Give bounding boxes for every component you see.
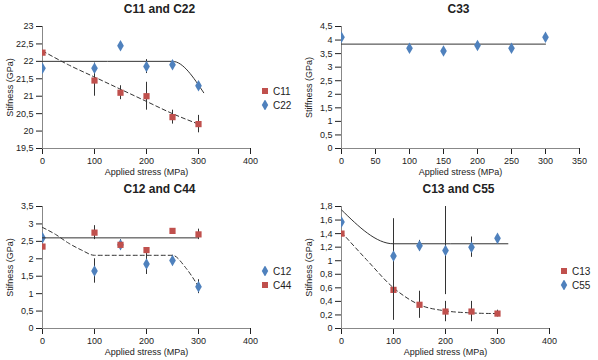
html-text:C33: C33	[447, 2, 470, 16]
svg-text:22: 22	[23, 56, 33, 66]
svg-text:Stiffness (GPa): Stiffness (GPa)	[304, 57, 314, 118]
svg-text:200: 200	[438, 336, 453, 346]
svg-text:0,2: 0,2	[320, 310, 333, 320]
svg-text:0: 0	[40, 336, 45, 346]
svg-text:Applied stress (MPa): Applied stress (MPa)	[105, 167, 189, 177]
html-text:C12: C12	[273, 265, 292, 277]
svg-text:21: 21	[23, 91, 33, 101]
svg-text:0,5: 0,5	[320, 130, 333, 140]
svg-text:2: 2	[28, 254, 33, 264]
html-text:C44: C44	[273, 279, 292, 291]
svg-text:19,5: 19,5	[16, 143, 34, 153]
svg-text:4,5: 4,5	[320, 21, 333, 31]
html-text:C11: C11	[273, 85, 291, 97]
svg-text:0: 0	[339, 156, 344, 166]
svg-text:3: 3	[327, 62, 332, 72]
svg-text:200: 200	[139, 156, 154, 166]
svg-text:250: 250	[504, 156, 519, 166]
svg-text:0: 0	[28, 323, 33, 333]
svg-text:400: 400	[243, 156, 258, 166]
svg-text:0,5: 0,5	[21, 306, 34, 316]
svg-text:21,5: 21,5	[16, 74, 34, 84]
svg-text:1,8: 1,8	[320, 201, 333, 211]
svg-text:20: 20	[23, 126, 33, 136]
svg-text:Applied stress (MPa): Applied stress (MPa)	[419, 167, 503, 177]
svg-text:0,4: 0,4	[320, 296, 333, 306]
svg-text:3,5: 3,5	[21, 201, 34, 211]
svg-text:50: 50	[370, 156, 380, 166]
svg-text:200: 200	[139, 336, 154, 346]
svg-text:100: 100	[87, 156, 102, 166]
svg-text:22,5: 22,5	[16, 39, 34, 49]
html-text:C22: C22	[273, 99, 292, 111]
svg-text:350: 350	[572, 156, 587, 166]
html-text:C13 and C55: C13 and C55	[422, 182, 495, 196]
svg-text:0: 0	[339, 336, 344, 346]
svg-text:3,5: 3,5	[320, 48, 333, 58]
svg-text:1: 1	[327, 116, 332, 126]
svg-text:2: 2	[327, 89, 332, 99]
svg-text:1,2: 1,2	[320, 242, 333, 252]
svg-text:1,6: 1,6	[320, 215, 333, 225]
svg-text:300: 300	[191, 336, 206, 346]
svg-text:100: 100	[402, 156, 417, 166]
svg-text:400: 400	[542, 336, 557, 346]
svg-text:200: 200	[470, 156, 485, 166]
svg-text:0: 0	[327, 143, 332, 153]
html-text:C11 and C22: C11 and C22	[123, 2, 196, 16]
svg-text:23: 23	[23, 21, 33, 31]
svg-text:1: 1	[327, 256, 332, 266]
svg-text:1,4: 1,4	[320, 228, 333, 238]
svg-text:300: 300	[490, 336, 505, 346]
svg-text:Applied stress (MPa): Applied stress (MPa)	[105, 347, 189, 357]
svg-text:4: 4	[327, 35, 332, 45]
svg-text:0: 0	[40, 156, 45, 166]
svg-text:3: 3	[28, 219, 33, 229]
svg-text:2,5: 2,5	[21, 236, 34, 246]
html-text:C12 and C44: C12 and C44	[123, 182, 196, 196]
svg-text:1,5: 1,5	[21, 271, 34, 281]
svg-text:1,5: 1,5	[320, 103, 333, 113]
svg-text:300: 300	[191, 156, 206, 166]
svg-text:Applied stress (MPa): Applied stress (MPa)	[404, 347, 488, 357]
svg-text:2,5: 2,5	[320, 76, 333, 86]
svg-text:100: 100	[87, 336, 102, 346]
svg-text:20,5: 20,5	[16, 109, 34, 119]
svg-text:0,8: 0,8	[320, 269, 333, 279]
svg-text:Stifness (GPa): Stifness (GPa)	[304, 238, 314, 297]
svg-text:Stifness (GPa): Stifness (GPa)	[5, 238, 15, 297]
svg-text:300: 300	[538, 156, 553, 166]
svg-text:0: 0	[327, 323, 332, 333]
svg-text:150: 150	[436, 156, 451, 166]
svg-text:1: 1	[28, 289, 33, 299]
svg-text:Stifness (GPa): Stifness (GPa)	[5, 58, 15, 117]
svg-text:0,6: 0,6	[320, 283, 333, 293]
svg-text:400: 400	[243, 336, 258, 346]
svg-text:100: 100	[386, 336, 401, 346]
html-text:C13: C13	[572, 265, 591, 277]
html-text:C55: C55	[572, 279, 591, 291]
